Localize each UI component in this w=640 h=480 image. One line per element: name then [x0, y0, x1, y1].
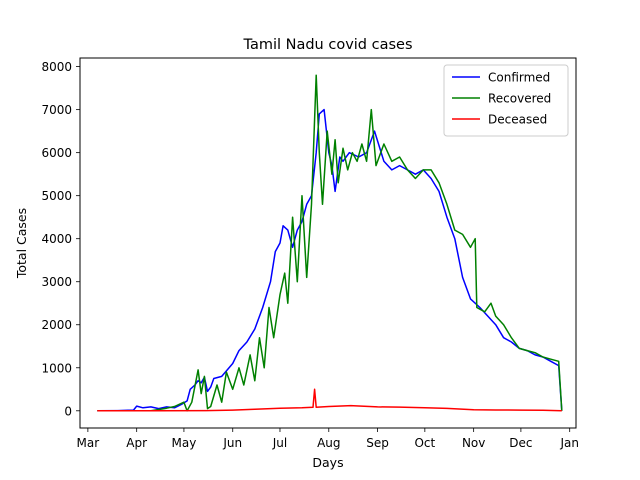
- x-tick-label: Apr: [126, 436, 147, 450]
- y-tick-label: 0: [64, 404, 72, 418]
- x-tick-label: Jan: [559, 436, 579, 450]
- legend: Confirmed Recovered Deceased: [443, 64, 569, 137]
- y-tick-label: 8000: [41, 60, 72, 74]
- legend-label-deceased: Deceased: [488, 113, 547, 127]
- series-line-deceased: [97, 388, 562, 412]
- series-layer: [97, 74, 563, 412]
- y-tick-label: 4000: [41, 232, 72, 246]
- y-axis-label: Total Cases: [14, 208, 29, 279]
- x-tick-label: Nov: [462, 436, 485, 450]
- series-line-recovered: [97, 74, 563, 412]
- x-tick-label: Mar: [77, 436, 100, 450]
- x-axis-label: Days: [312, 455, 343, 470]
- x-tick-label: Oct: [414, 436, 435, 450]
- y-axis: 0 1000 2000 3000 4000 5000 6000 7000 8000: [41, 60, 80, 418]
- x-tick-label: Sep: [366, 436, 389, 450]
- y-tick-label: 5000: [41, 189, 72, 203]
- y-tick-label: 7000: [41, 103, 72, 117]
- x-tick-label: May: [172, 436, 197, 450]
- y-tick-label: 3000: [41, 275, 72, 289]
- axes-frame: [79, 57, 577, 429]
- chart-title: Tamil Nadu covid cases: [242, 37, 412, 53]
- y-tick-label: 1000: [41, 361, 72, 375]
- x-tick-label: Jul: [272, 436, 287, 450]
- x-tick-label: Dec: [509, 436, 532, 450]
- legend-label-confirmed: Confirmed: [488, 71, 550, 85]
- y-tick-label: 2000: [41, 318, 72, 332]
- series-line-confirmed: [97, 108, 563, 412]
- x-tick-label: Jun: [222, 436, 242, 450]
- legend-label-recovered: Recovered: [488, 92, 551, 106]
- x-tick-label: Aug: [317, 436, 340, 450]
- y-tick-label: 6000: [41, 146, 72, 160]
- x-axis: Mar Apr May Jun Jul Aug Sep Oct Nov Dec Jan: [77, 428, 579, 450]
